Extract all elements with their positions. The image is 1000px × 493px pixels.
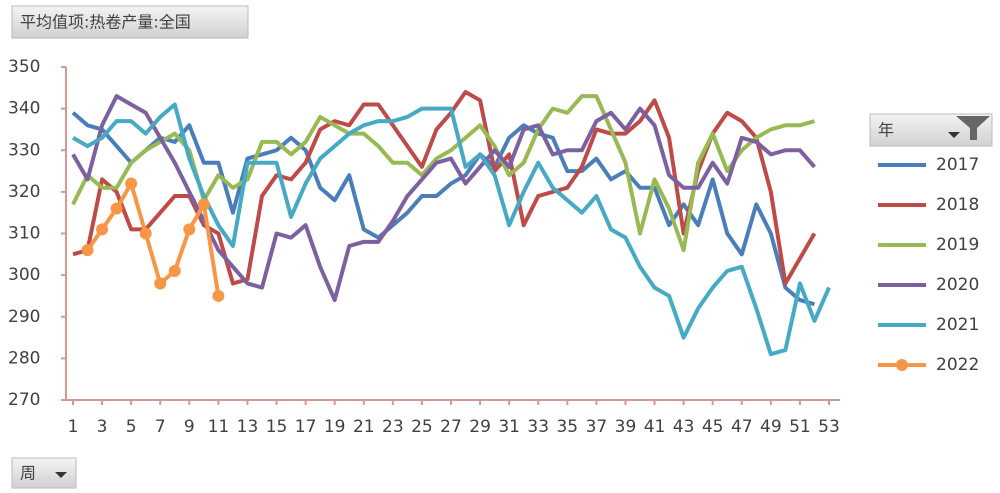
x-tick-label: 21 (353, 417, 375, 437)
x-tick-label: 25 (411, 417, 433, 437)
filter-icon (956, 116, 990, 140)
chart-title: 平均值项:热卷产量:全国 (20, 13, 191, 32)
legend-title: 年 (878, 121, 894, 140)
legend-label: 2018 (936, 195, 979, 215)
y-tick-label: 290 (8, 307, 40, 327)
legend-marker (896, 359, 908, 371)
x-tick-label: 15 (266, 417, 288, 437)
y-tick-label: 350 (8, 57, 40, 77)
x-tick-label: 39 (615, 417, 637, 437)
y-tick-label: 300 (8, 265, 40, 285)
x-tick-label: 23 (382, 417, 404, 437)
x-tick-label: 1 (68, 417, 79, 437)
x-tick-label: 51 (789, 417, 811, 437)
legend-label: 2022 (936, 355, 979, 375)
x-tick-label: 49 (760, 417, 782, 437)
dropdown-arrow (55, 472, 67, 478)
point (110, 202, 123, 215)
x-tick-label: 11 (208, 417, 230, 437)
x-tick-label: 9 (184, 417, 195, 437)
x-tick-label: 37 (586, 417, 608, 437)
x-tick-label: 43 (673, 417, 695, 437)
point (96, 223, 109, 236)
x-tick-label: 53 (818, 417, 840, 437)
legend-label: 2020 (936, 275, 979, 295)
y-tick-label: 340 (8, 99, 40, 119)
point (139, 227, 152, 240)
x-tick-label: 35 (556, 417, 578, 437)
x-tick-label: 7 (155, 417, 166, 437)
x-tick-label: 17 (295, 417, 317, 437)
point (81, 244, 94, 257)
point (168, 264, 181, 277)
y-tick-label: 310 (8, 224, 40, 244)
point (183, 223, 196, 236)
x-tick-label: 45 (702, 417, 724, 437)
point (197, 198, 210, 211)
x-tick-label: 41 (644, 417, 666, 437)
y-tick-label: 330 (8, 140, 40, 160)
legend-label: 2017 (936, 155, 979, 175)
legend-label: 2021 (936, 315, 979, 335)
series-line (71, 94, 816, 303)
x-tick-label: 27 (440, 417, 462, 437)
y-tick-label: 320 (8, 182, 40, 202)
x-tick-label: 33 (527, 417, 549, 437)
y-tick-label: 270 (8, 390, 40, 410)
title-button[interactable] (11, 5, 249, 39)
y-tick-label: 280 (8, 348, 40, 368)
x-tick-label: 19 (324, 417, 346, 437)
x-tick-label: 3 (97, 417, 108, 437)
legend-label: 2019 (936, 235, 979, 255)
x-field: 周 (20, 464, 36, 483)
x-tick-label: 5 (126, 417, 137, 437)
point (212, 289, 225, 302)
point (125, 177, 138, 190)
x-tick-label: 31 (498, 417, 520, 437)
x-tick-label: 47 (731, 417, 753, 437)
point (154, 277, 167, 290)
x-tick-label: 13 (237, 417, 259, 437)
series-line (85, 181, 221, 297)
series-line (72, 102, 831, 357)
x-tick-label: 29 (469, 417, 491, 437)
dropdown-arrow (948, 132, 960, 138)
